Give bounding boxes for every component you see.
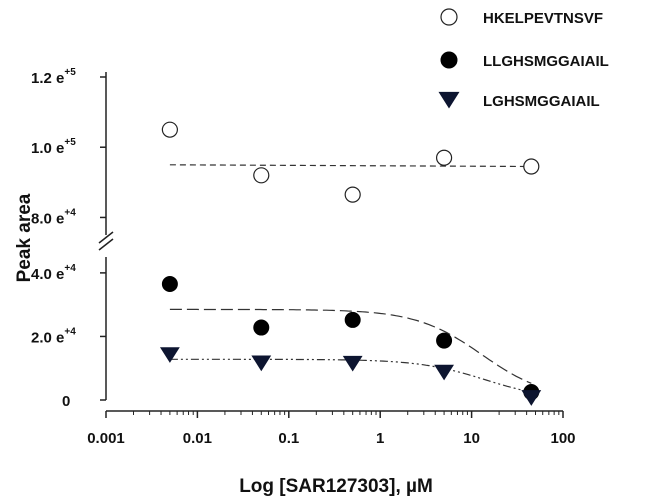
data-point [342, 355, 363, 372]
x-tick-label: 0.1 [278, 430, 299, 447]
x-tick-label: 10 [463, 430, 480, 447]
legend-marker [440, 8, 458, 26]
legend-label: LGHSMGGAIAIL [483, 93, 600, 110]
y-tick-label: 4.0 e+4 [31, 263, 76, 283]
data-points [159, 121, 542, 406]
y-tick-label: 2.0 e+4 [31, 326, 76, 346]
data-point [159, 347, 180, 363]
data-point [251, 355, 272, 372]
legend-label: LLGHSMGGAIAIL [483, 53, 609, 70]
x-tick-label: 0.01 [183, 430, 212, 447]
fit-line [169, 164, 532, 168]
fit-line [169, 308, 532, 384]
y-tick-label: 0 [62, 393, 70, 410]
data-point [161, 276, 178, 293]
y-axis-title: Peak area [14, 193, 35, 282]
x-tick-label: 0.001 [87, 430, 125, 447]
data-point [344, 186, 361, 203]
y-tick-label: 1.0 e+5 [31, 137, 76, 157]
axis-break-mark [98, 231, 114, 244]
data-point [253, 167, 270, 184]
legend-marker [440, 51, 458, 69]
data-point [435, 149, 453, 166]
data-point [161, 121, 178, 138]
y-tick-label: 8.0 e+4 [31, 207, 76, 227]
x-tick-label: 100 [550, 430, 575, 447]
data-point [521, 390, 542, 406]
data-point [434, 364, 454, 381]
axes: 0.001 0.01 0.1 1 10 100 0 2.0 e+4 4.0 e+4 8.0 e+4… [31, 67, 576, 447]
data-point [523, 158, 540, 175]
legend: HKELPEVTNSVF LLGHSMGGAIAIL LGHSMGGAIAIL [438, 8, 609, 110]
axis-break-mark [98, 238, 114, 251]
x-tick-label: 1 [376, 430, 384, 447]
y-tick-label: 1.2 e+5 [31, 67, 76, 87]
data-point [253, 319, 270, 336]
legend-label: HKELPEVTNSVF [483, 10, 603, 27]
data-point [436, 332, 453, 349]
data-point [344, 311, 361, 328]
x-axis-title: Log [SAR127303], µM [239, 476, 433, 497]
legend-marker [438, 91, 460, 109]
